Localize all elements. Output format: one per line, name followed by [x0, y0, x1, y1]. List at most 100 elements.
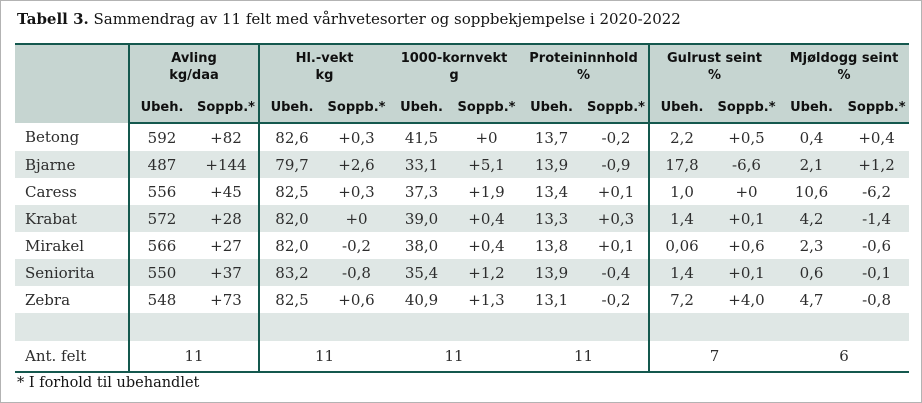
- group-name: 1000-kornvekt: [400, 51, 508, 66]
- data-cell: -0,8: [324, 259, 390, 286]
- summary-label: Ant. felt: [15, 341, 130, 373]
- data-cell: 13,3: [519, 205, 585, 232]
- data-cell: 566: [129, 232, 194, 259]
- subheader-ubeh: Ubeh.: [389, 94, 455, 124]
- data-table: Avling kg/daa Hl.-vekt kg 1000-kornvekt …: [15, 43, 910, 373]
- subheader-soppb: Soppb.*: [584, 94, 651, 124]
- spacer-cell: [779, 313, 845, 341]
- spacer-row: [15, 313, 910, 341]
- group-unit: kg: [315, 67, 334, 83]
- subheader-ubeh: Ubeh.: [779, 94, 845, 124]
- data-cell: 0,4: [779, 123, 845, 151]
- data-cell: +0,3: [324, 123, 390, 151]
- data-cell: +1,2: [454, 259, 520, 286]
- data-cell: 550: [129, 259, 194, 286]
- group-header-hlvekt: Hl.-vekt kg: [259, 43, 390, 94]
- table-row-seniorita: Seniorita 550 +37 83,2 -0,8 35,4 +1,2 13…: [15, 259, 910, 286]
- data-cell: 2,1: [779, 151, 845, 178]
- data-cell: +0,1: [584, 178, 651, 205]
- data-cell: +1,3: [454, 286, 520, 313]
- subheader-soppb: Soppb.*: [194, 94, 260, 124]
- data-cell: -0,2: [584, 286, 651, 313]
- group-name: Hl.-vekt: [295, 51, 354, 66]
- row-label: Zebra: [15, 286, 130, 313]
- data-cell: 13,8: [519, 232, 585, 259]
- subheader-ubeh: Ubeh.: [519, 94, 585, 124]
- data-cell: -6,6: [714, 151, 780, 178]
- group-unit: %: [577, 67, 591, 83]
- subheader-soppb: Soppb.*: [324, 94, 390, 124]
- data-cell: 556: [129, 178, 194, 205]
- table-row-betong: Betong 592 +82 82,6 +0,3 41,5 +0 13,7 -0…: [15, 123, 910, 151]
- data-cell: +1,2: [844, 151, 910, 178]
- footnote: * I forhold til ubehandlet: [17, 375, 200, 391]
- table-row-krabat: Krabat 572 +28 82,0 +0 39,0 +0,4 13,3 +0…: [15, 205, 910, 232]
- data-cell: +1,9: [454, 178, 520, 205]
- data-cell: 13,1: [519, 286, 585, 313]
- summary-cell: 7: [649, 341, 780, 373]
- group-name: Proteininnhold: [529, 51, 638, 66]
- data-cell: 82,0: [259, 232, 324, 259]
- spacer-cell: [15, 313, 130, 341]
- subheader-ubeh: Ubeh.: [259, 94, 324, 124]
- data-cell: +0: [714, 178, 780, 205]
- group-header-avling: Avling kg/daa: [129, 43, 260, 94]
- group-name: Gulrust seint: [667, 51, 763, 66]
- spacer-cell: [519, 313, 585, 341]
- corner-cell: [15, 43, 130, 123]
- row-label: Mirakel: [15, 232, 130, 259]
- data-cell: +0,6: [324, 286, 390, 313]
- data-cell: +0,4: [454, 205, 520, 232]
- data-cell: +73: [194, 286, 260, 313]
- data-cell: -0,2: [324, 232, 390, 259]
- data-cell: 40,9: [389, 286, 455, 313]
- data-cell: +0,3: [324, 178, 390, 205]
- spacer-cell: [454, 313, 520, 341]
- data-cell: -0,8: [844, 286, 910, 313]
- data-cell: 38,0: [389, 232, 455, 259]
- table-row-mirakel: Mirakel 566 +27 82,0 -0,2 38,0 +0,4 13,8…: [15, 232, 910, 259]
- data-cell: +28: [194, 205, 260, 232]
- data-cell: 0,6: [779, 259, 845, 286]
- summary-cell: 6: [779, 341, 910, 373]
- data-cell: 1,4: [649, 205, 715, 232]
- data-cell: 82,5: [259, 178, 324, 205]
- data-cell: 13,7: [519, 123, 585, 151]
- data-cell: 41,5: [389, 123, 455, 151]
- spacer-cell: [129, 313, 194, 341]
- data-cell: +0,5: [714, 123, 780, 151]
- data-cell: +27: [194, 232, 260, 259]
- data-cell: 83,2: [259, 259, 324, 286]
- data-cell: +4,0: [714, 286, 780, 313]
- data-cell: 82,0: [259, 205, 324, 232]
- data-cell: +0,1: [714, 205, 780, 232]
- group-unit: g: [449, 67, 459, 83]
- data-cell: +82: [194, 123, 260, 151]
- subheader-ubeh: Ubeh.: [649, 94, 715, 124]
- data-cell: +144: [194, 151, 260, 178]
- data-cell: 4,7: [779, 286, 845, 313]
- group-unit: %: [837, 67, 851, 83]
- data-cell: 82,6: [259, 123, 324, 151]
- group-unit: %: [708, 67, 722, 83]
- data-cell: 33,1: [389, 151, 455, 178]
- spacer-cell: [844, 313, 910, 341]
- group-name: Avling: [171, 51, 217, 66]
- data-cell: 592: [129, 123, 194, 151]
- data-cell: +45: [194, 178, 260, 205]
- row-label: Betong: [15, 123, 130, 151]
- group-header-proteininnhold: Proteininnhold %: [519, 43, 651, 94]
- data-cell: -0,1: [844, 259, 910, 286]
- data-cell: 13,9: [519, 151, 585, 178]
- data-cell: 548: [129, 286, 194, 313]
- data-cell: 1,0: [649, 178, 715, 205]
- data-cell: +0,3: [584, 205, 651, 232]
- data-cell: 2,2: [649, 123, 715, 151]
- spacer-cell: [194, 313, 260, 341]
- data-cell: 82,5: [259, 286, 324, 313]
- table-row-zebra: Zebra 548 +73 82,5 +0,6 40,9 +1,3 13,1 -…: [15, 286, 910, 313]
- spacer-cell: [649, 313, 715, 341]
- subheader-soppb: Soppb.*: [844, 94, 910, 124]
- data-cell: -0,4: [584, 259, 651, 286]
